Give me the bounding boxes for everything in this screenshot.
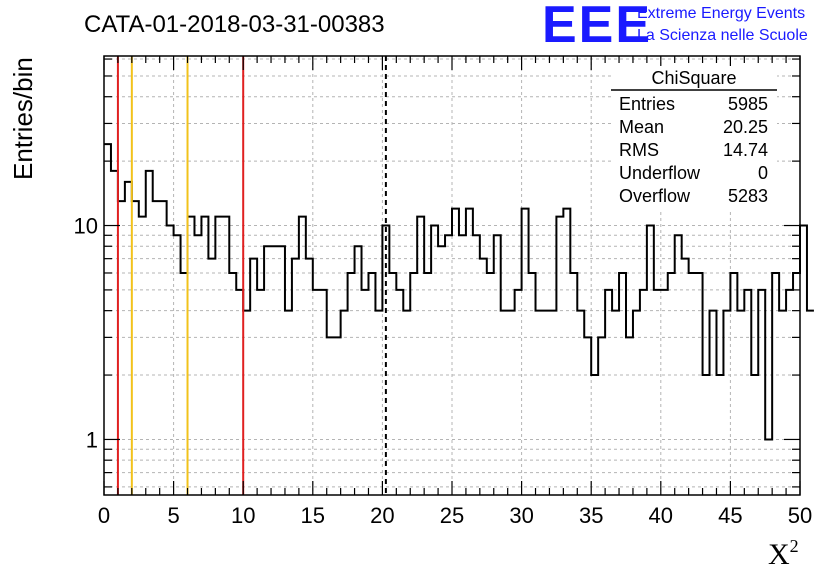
x-axis-label: X2 [768,536,799,571]
chart-title: CATA-01-2018-03-31-00383 [84,11,385,38]
x-axis-label-superscript: 2 [790,536,799,556]
x-tick-label: 40 [649,503,673,528]
x-tick-label: 50 [788,503,812,528]
stat-overflow-value: 5283 [728,186,768,206]
x-tick-label: 45 [718,503,742,528]
x-tick-label: 25 [440,503,464,528]
x-tick-label: 15 [301,503,325,528]
x-axis-label-base: X [768,538,790,571]
x-tick-label: 30 [509,503,533,528]
stat-entries-label: Entries [619,94,675,114]
y-axis-label: Entries/bin [8,57,38,180]
stat-mean-value: 20.25 [723,117,768,137]
stat-underflow-value: 0 [758,163,768,183]
eee-logo: EEE Extreme Energy Events La Scienza nel… [542,0,808,54]
x-tick-label: 10 [231,503,255,528]
stats-box: ChiSquare Entries 5985 Mean 20.25 RMS 14… [611,66,777,210]
x-tick-label: 5 [167,503,179,528]
stats-title: ChiSquare [651,68,736,88]
eee-logo-text: EEE [542,0,652,54]
stat-mean-label: Mean [619,117,664,137]
logo-line-1: Extreme Energy Events [637,5,805,22]
x-tick-label: 35 [579,503,603,528]
y-tick-label: 1 [86,427,98,452]
stat-overflow-label: Overflow [619,186,691,206]
stat-underflow-label: Underflow [619,163,701,183]
logo-line-2: La Scienza nelle Scuole [637,27,808,44]
stat-rms-label: RMS [619,140,659,160]
x-tick-label: 0 [98,503,110,528]
histogram-line [104,143,814,441]
x-tick-label: 20 [370,503,394,528]
stat-entries-value: 5985 [728,94,768,114]
y-tick-label: 10 [74,214,98,239]
stat-rms-value: 14.74 [723,140,768,160]
plot-area: 0 5 10 15 20 25 30 35 40 45 50 1 10 [74,55,814,528]
